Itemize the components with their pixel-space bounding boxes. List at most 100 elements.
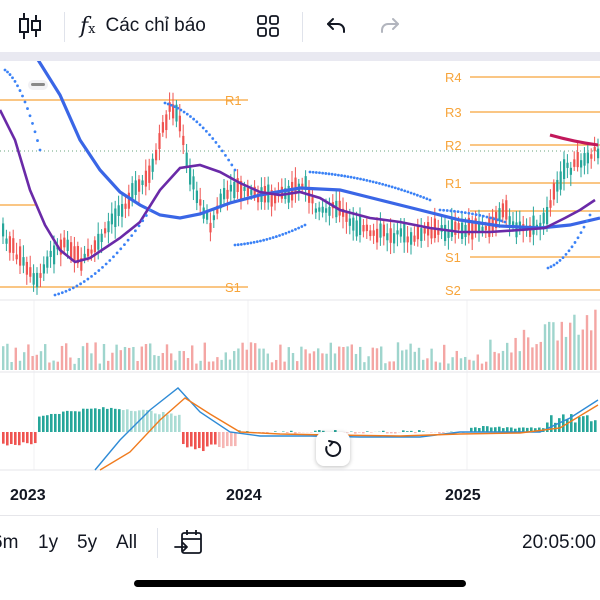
macd-hist-bar <box>570 414 573 432</box>
volume-bar <box>535 344 538 370</box>
macd-hist-bar <box>94 408 97 432</box>
layout-grid-button[interactable] <box>252 8 284 44</box>
volume-bar <box>144 344 148 370</box>
chart-top-band <box>0 52 600 61</box>
candle-body <box>365 224 368 232</box>
sar-dot <box>53 293 57 297</box>
volume-bar <box>443 344 446 370</box>
volume-bar <box>329 342 332 370</box>
volume-bar <box>107 360 110 370</box>
macd-hist-bar <box>114 408 117 432</box>
undo-button[interactable] <box>320 8 352 44</box>
sar-dot <box>246 242 250 245</box>
sar-dot <box>425 197 429 201</box>
candle-body <box>42 264 45 274</box>
candles <box>2 92 600 295</box>
price-chart[interactable]: R4 R3 R2 R1 R1 S1 S1 S2 2023 2024 2025 <box>0 61 600 515</box>
sar-dot <box>189 115 192 118</box>
volume-bar <box>23 352 26 370</box>
candle-body <box>168 102 171 112</box>
macd-hist-bar <box>438 432 441 434</box>
candle-body <box>185 152 188 168</box>
sar-dot <box>38 148 42 152</box>
sar-dot <box>346 175 350 179</box>
macd-hist-bar <box>418 430 421 432</box>
candle-body <box>566 162 569 168</box>
sar-dot <box>220 149 224 153</box>
range-5y-button[interactable]: 5y <box>77 532 98 553</box>
pivot-label: S1 <box>225 280 241 295</box>
sar-dot <box>79 282 82 286</box>
volume-bar <box>501 350 505 370</box>
grid-lines <box>0 150 600 471</box>
reset-chart-button[interactable] <box>316 432 350 466</box>
goto-date-button[interactable] <box>174 528 204 563</box>
sar-dot <box>6 70 9 74</box>
volume-bar <box>275 359 278 370</box>
volume-bar <box>556 340 559 370</box>
range-1y-button[interactable]: 1y <box>38 532 59 553</box>
volume-bar <box>237 348 240 370</box>
time-axis: 2023 2024 2025 <box>10 487 481 504</box>
candle-body <box>348 218 351 226</box>
sar-dot <box>327 172 331 176</box>
sar-dot <box>499 219 503 223</box>
sar-dot <box>75 284 79 288</box>
volume-bar <box>367 356 370 370</box>
sar-dot <box>397 187 400 191</box>
candle-body <box>141 180 144 185</box>
volume-bar <box>81 346 85 370</box>
candles-chart-type-icon[interactable] <box>12 8 48 44</box>
volume-bar <box>585 315 589 370</box>
volume-bar <box>346 346 349 370</box>
volume-bar <box>216 357 219 370</box>
macd-hist-bar <box>298 432 301 433</box>
candle-body <box>529 225 532 237</box>
candle-body <box>73 246 76 262</box>
candle-body <box>569 167 572 175</box>
volume-bar <box>228 359 232 370</box>
sar-dot <box>33 130 37 134</box>
sar-dot <box>249 241 253 245</box>
sar-dot <box>438 208 442 212</box>
volume-bar <box>510 352 513 370</box>
candle-body <box>416 225 419 240</box>
volume-bar <box>434 361 437 370</box>
undo-icon <box>327 18 345 33</box>
macd-hist-bar <box>294 432 297 434</box>
macd-hist-bar <box>370 432 373 433</box>
macd-hist-bar <box>222 432 225 449</box>
volume-bar <box>325 353 328 370</box>
volume-bar <box>380 346 383 370</box>
candle-body <box>25 261 28 275</box>
volume-bar <box>531 347 534 370</box>
sar-dot <box>355 176 359 180</box>
candle-body <box>301 183 304 190</box>
range-all-button[interactable]: All <box>116 532 138 553</box>
candle-body <box>53 245 56 265</box>
redo-button[interactable] <box>374 8 406 44</box>
volume-bar <box>417 347 421 370</box>
candle-body <box>328 206 331 216</box>
indicators-button[interactable]: fx Các chỉ báo <box>80 8 240 44</box>
volume-bar <box>518 351 521 370</box>
sar-dot <box>297 226 301 230</box>
candle-body <box>413 235 416 242</box>
range-6m-button[interactable]: 6m <box>0 532 19 553</box>
candle-body <box>229 184 232 192</box>
macd-hist-bar <box>286 432 289 434</box>
volume-bar <box>321 353 324 370</box>
macd-hist-bar <box>150 410 153 432</box>
sar-dot <box>278 234 281 237</box>
macd-hist-bar <box>394 432 397 434</box>
volume-bar <box>31 355 34 370</box>
macd-hist-bar <box>494 427 497 432</box>
sar-dot <box>352 176 356 180</box>
candle-body <box>403 223 406 243</box>
sar-dot <box>262 238 266 242</box>
sar-dot <box>166 102 170 106</box>
candle-body <box>481 226 484 232</box>
macd-hist-bar <box>590 421 593 432</box>
sar-dot <box>406 190 410 194</box>
sar-dot <box>211 137 215 140</box>
